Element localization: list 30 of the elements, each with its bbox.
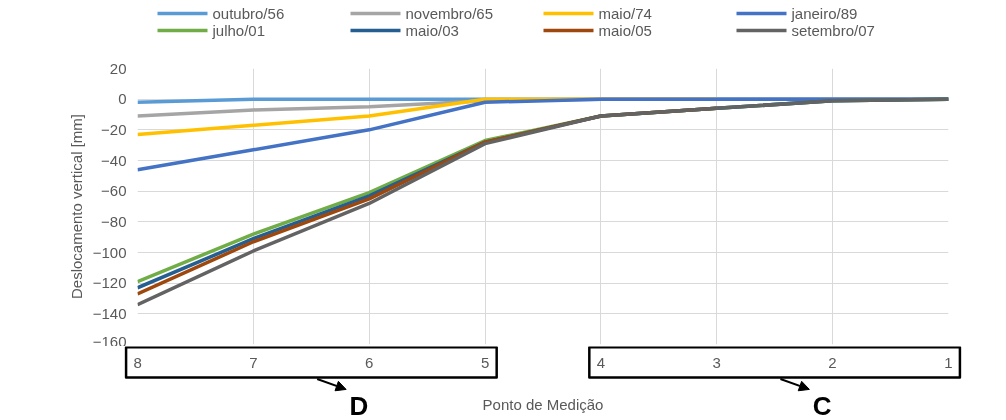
y-tick-label: 0 — [118, 90, 127, 108]
y-tick-label: −140 — [92, 304, 127, 322]
legend-label: julho/01 — [211, 22, 266, 39]
x-tick-label: 2 — [828, 353, 837, 371]
x-axis-title: Ponto de Medição — [482, 395, 604, 413]
x-tick-label: 4 — [596, 353, 606, 371]
y-tick-label: −40 — [101, 151, 127, 169]
legend-label: maio/74 — [598, 5, 652, 22]
y-tick-label: −20 — [101, 120, 127, 138]
legend-label: setembro/07 — [791, 22, 875, 39]
text: C — [812, 390, 832, 420]
legend-label: novembro/65 — [405, 5, 494, 22]
text: D — [349, 390, 369, 420]
y-tick-label: −100 — [92, 243, 127, 261]
legend-label: maio/05 — [598, 22, 652, 39]
y-tick-label: −80 — [101, 212, 127, 230]
y-tick-label: −60 — [101, 182, 127, 200]
x-tick-label: 6 — [365, 353, 374, 371]
legend-label: outubro/56 — [212, 5, 285, 22]
y-tick-label: −120 — [92, 274, 127, 292]
x-tick-label: 3 — [712, 353, 721, 371]
y-tick-label: −160 — [92, 332, 127, 350]
y-axis-title: Deslocamento vertical [mm] — [67, 113, 85, 300]
y-tick-label: 20 — [109, 59, 127, 77]
x-tick-label: 1 — [944, 353, 953, 371]
x-tick-label: 7 — [249, 353, 258, 371]
x-tick-label: 8 — [133, 353, 142, 371]
x-tick-label: 5 — [480, 353, 490, 371]
legend-label: maio/03 — [405, 22, 459, 39]
legend-label: janeiro/89 — [790, 5, 858, 22]
